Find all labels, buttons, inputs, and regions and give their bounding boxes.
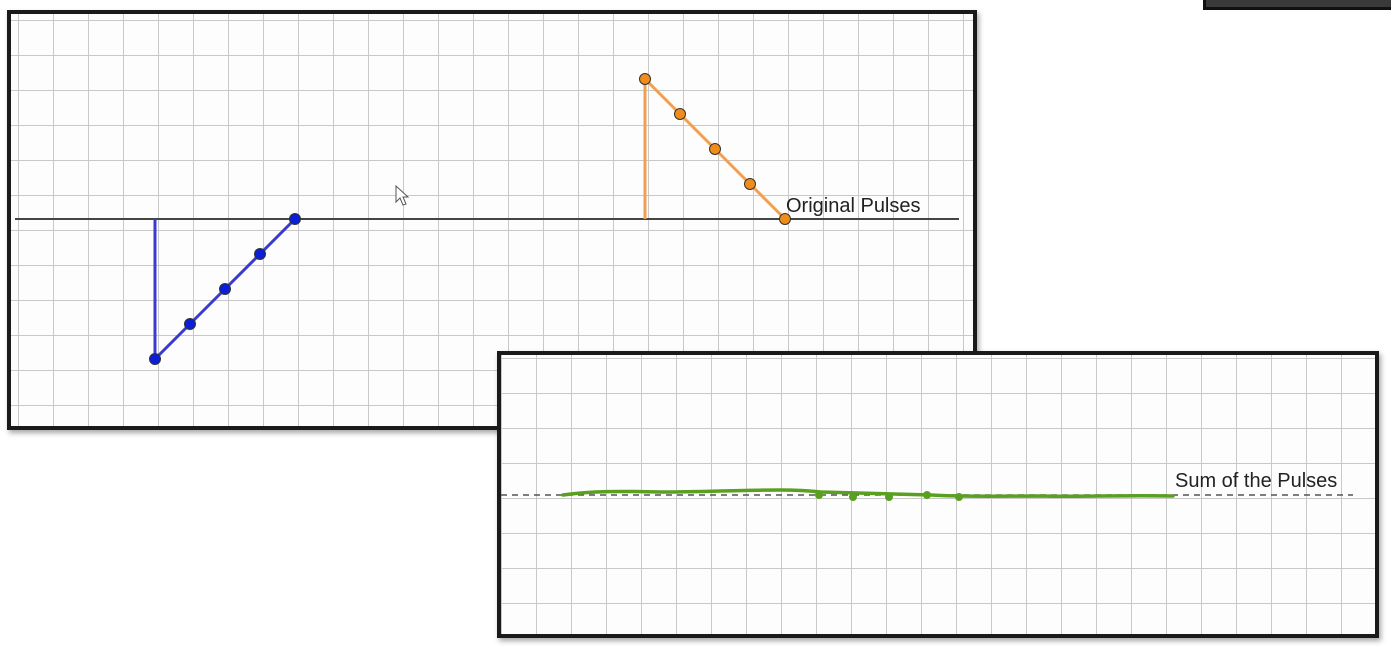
pulse-2-handle[interactable] <box>674 108 686 120</box>
sum-blob <box>923 491 931 499</box>
original-pulses-label: Original Pulses <box>786 195 921 217</box>
mouse-pointer-icon <box>395 185 410 206</box>
pulse-1-handle[interactable] <box>184 318 196 330</box>
pulse-2-handle[interactable] <box>744 178 756 190</box>
webcam-thumbnail <box>1203 0 1391 10</box>
sum-blob <box>849 493 857 501</box>
original-pulses-panel: Original Pulses <box>7 10 977 430</box>
pulse-1-handle[interactable] <box>219 283 231 295</box>
pulse-2-handle[interactable] <box>639 73 651 85</box>
original-pulses-graph: Original Pulses <box>15 73 959 365</box>
sum-pulses-label: Sum of the Pulses <box>1175 470 1337 492</box>
pulse-1-handle[interactable] <box>289 213 301 225</box>
sum-pulses-panel: Sum of the Pulses <box>497 351 1379 638</box>
sum-blob <box>955 493 963 501</box>
pulse-2-handle[interactable] <box>779 213 791 225</box>
pulse-2-line <box>643 75 787 221</box>
sum-blob <box>885 493 893 501</box>
pulse-1-line <box>153 217 297 363</box>
sum-pulses-graph: Sum of the Pulses <box>501 470 1353 501</box>
sum-pulse-curve <box>561 488 1175 499</box>
pulse-1-handle[interactable] <box>149 353 161 365</box>
pulse-2-handle[interactable] <box>709 143 721 155</box>
pulse-1-handle[interactable] <box>254 248 266 260</box>
sum-blob <box>815 491 823 499</box>
